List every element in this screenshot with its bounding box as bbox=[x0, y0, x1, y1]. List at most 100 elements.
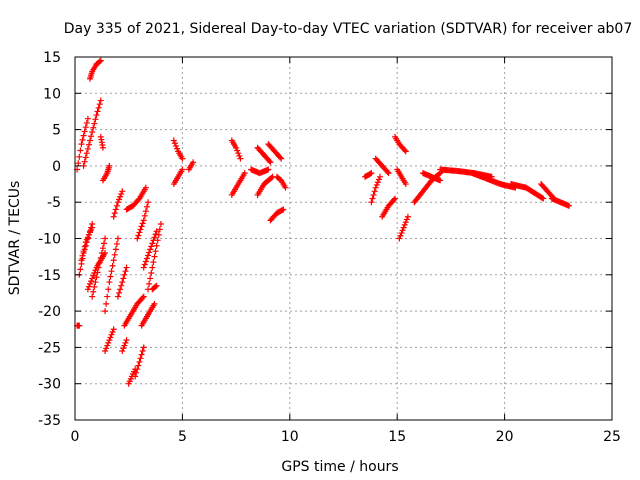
y-tick-label: -20 bbox=[38, 304, 61, 320]
data-point-plus bbox=[152, 248, 159, 255]
data-point-plus bbox=[136, 229, 143, 236]
data-point-plus bbox=[91, 120, 98, 127]
data-point-plus bbox=[76, 153, 83, 160]
data-series-segment bbox=[170, 137, 186, 162]
data-point-plus bbox=[80, 162, 87, 169]
data-point-plus bbox=[84, 286, 91, 293]
data-point-plus bbox=[123, 264, 130, 271]
data-point-plus bbox=[111, 251, 118, 258]
data-point-plus bbox=[135, 362, 142, 369]
data-point-plus bbox=[96, 101, 103, 108]
data-point-plus bbox=[140, 344, 147, 351]
data-point-plus bbox=[172, 142, 179, 149]
data-point-plus bbox=[102, 348, 109, 355]
data-point-plus bbox=[109, 328, 116, 335]
y-tick-label: 10 bbox=[43, 86, 61, 102]
data-point-plus bbox=[82, 124, 89, 131]
data-series-segment bbox=[394, 166, 409, 188]
data-point-plus bbox=[392, 195, 399, 202]
data-point-plus bbox=[81, 128, 88, 135]
data-point-plus bbox=[110, 213, 117, 220]
data-point-plus bbox=[266, 158, 273, 165]
data-point-plus bbox=[119, 188, 126, 195]
data-point-plus bbox=[157, 220, 164, 227]
data-point-plus bbox=[368, 170, 375, 177]
data-point-plus bbox=[402, 219, 409, 226]
data-series-segment bbox=[185, 159, 197, 173]
data-point-plus bbox=[137, 355, 144, 362]
data-point-plus bbox=[91, 269, 98, 276]
data-point-plus bbox=[95, 104, 102, 111]
data-point-plus bbox=[279, 207, 286, 214]
data-point-plus bbox=[90, 124, 97, 131]
data-point-plus bbox=[390, 196, 397, 203]
data-point-plus bbox=[171, 140, 178, 147]
data-point-plus bbox=[241, 170, 248, 177]
x-tick-label: 25 bbox=[603, 429, 621, 445]
data-series-segment bbox=[93, 57, 104, 68]
data-series-segment bbox=[99, 162, 113, 184]
data-point-plus bbox=[404, 213, 411, 220]
data-point-plus bbox=[97, 97, 104, 104]
data-point-plus bbox=[122, 339, 129, 346]
data-point-plus bbox=[91, 283, 98, 290]
data-point-plus bbox=[113, 240, 120, 247]
data-point-plus bbox=[84, 145, 91, 152]
data-point-plus bbox=[93, 112, 100, 119]
y-tick-label: 5 bbox=[52, 123, 61, 139]
data-points bbox=[74, 57, 573, 387]
data-point-plus bbox=[141, 261, 148, 268]
chart-title: Day 335 of 2021, Sidereal Day-to-day VTE… bbox=[64, 21, 633, 37]
data-point-plus bbox=[78, 141, 85, 148]
data-point-plus bbox=[399, 227, 406, 234]
data-point-plus bbox=[140, 217, 147, 224]
data-point-plus bbox=[77, 266, 84, 273]
data-point-plus bbox=[107, 273, 114, 280]
data-point-plus bbox=[141, 212, 148, 219]
y-tick-label: -30 bbox=[38, 377, 61, 393]
data-point-plus bbox=[94, 108, 101, 115]
data-point-plus bbox=[372, 184, 379, 191]
data-point-plus bbox=[170, 137, 177, 144]
y-tick-label: 15 bbox=[43, 50, 61, 66]
data-point-plus bbox=[105, 286, 112, 293]
data-point-plus bbox=[148, 243, 155, 250]
data-point-plus bbox=[142, 208, 149, 215]
data-point-plus bbox=[174, 145, 181, 152]
data-series-segment bbox=[123, 184, 149, 213]
data-point-plus bbox=[236, 152, 243, 159]
data-point-plus bbox=[97, 57, 104, 64]
data-series-segment bbox=[80, 97, 104, 169]
data-point-plus bbox=[96, 58, 103, 65]
data-point-plus bbox=[114, 199, 121, 206]
data-point-plus bbox=[153, 242, 160, 249]
data-point-plus bbox=[234, 147, 241, 154]
data-point-plus bbox=[81, 243, 88, 250]
data-point-plus bbox=[118, 282, 125, 289]
data-point-plus bbox=[371, 188, 378, 195]
y-tick-label: 0 bbox=[52, 159, 61, 175]
data-point-plus bbox=[92, 279, 99, 286]
data-point-plus bbox=[88, 133, 95, 140]
data-point-plus bbox=[119, 348, 126, 355]
data-point-plus bbox=[268, 174, 275, 181]
data-point-plus bbox=[135, 196, 142, 203]
data-point-plus bbox=[148, 269, 155, 276]
data-series-segment bbox=[265, 141, 285, 162]
data-series-segment bbox=[114, 264, 130, 300]
data-series-segment bbox=[254, 173, 276, 198]
data-point-plus bbox=[118, 191, 125, 198]
data-point-plus bbox=[116, 289, 123, 296]
data-series-segment bbox=[89, 235, 109, 300]
data-point-plus bbox=[146, 280, 153, 287]
data-point-plus bbox=[146, 249, 153, 256]
data-point-plus bbox=[190, 159, 197, 166]
data-point-plus bbox=[134, 366, 141, 373]
data-series-segment bbox=[170, 166, 186, 188]
data-point-plus bbox=[121, 271, 128, 278]
data-point-plus bbox=[135, 232, 142, 239]
data-series-segment bbox=[140, 228, 160, 271]
data-point-plus bbox=[90, 272, 97, 279]
